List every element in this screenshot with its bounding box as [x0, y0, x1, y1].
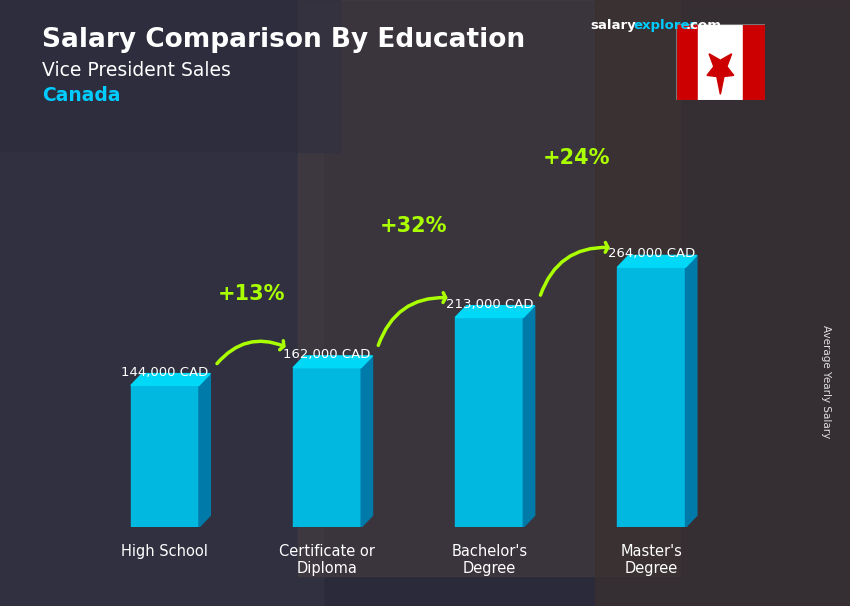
Bar [293, 368, 361, 527]
Polygon shape [131, 373, 210, 385]
Text: .com: .com [686, 19, 722, 32]
Bar [131, 385, 199, 527]
Text: 162,000 CAD: 162,000 CAD [283, 348, 371, 361]
Text: Vice President Sales: Vice President Sales [42, 61, 231, 79]
Polygon shape [199, 373, 210, 527]
Bar [0, 0, 340, 152]
Bar [0, 152, 323, 606]
Text: Salary Comparison By Education: Salary Comparison By Education [42, 27, 525, 53]
Text: +32%: +32% [380, 216, 448, 236]
Text: explorer: explorer [633, 19, 696, 32]
Text: 264,000 CAD: 264,000 CAD [608, 247, 695, 261]
Polygon shape [361, 356, 372, 527]
Polygon shape [617, 256, 697, 267]
Polygon shape [524, 305, 535, 527]
Polygon shape [456, 305, 535, 318]
Text: 213,000 CAD: 213,000 CAD [445, 298, 533, 310]
Bar [595, 0, 850, 606]
Bar [298, 0, 680, 576]
Text: Canada: Canada [42, 86, 121, 105]
Polygon shape [707, 54, 734, 95]
Bar [676, 24, 698, 100]
Polygon shape [686, 256, 697, 527]
Bar [743, 24, 765, 100]
Text: 144,000 CAD: 144,000 CAD [122, 365, 208, 379]
Text: salary: salary [591, 19, 637, 32]
Polygon shape [293, 356, 372, 368]
Bar [456, 318, 524, 527]
Text: Average Yearly Salary: Average Yearly Salary [821, 325, 831, 438]
Bar [698, 24, 743, 100]
Bar [617, 267, 686, 527]
Text: +24%: +24% [542, 148, 609, 168]
Text: +13%: +13% [218, 284, 286, 304]
